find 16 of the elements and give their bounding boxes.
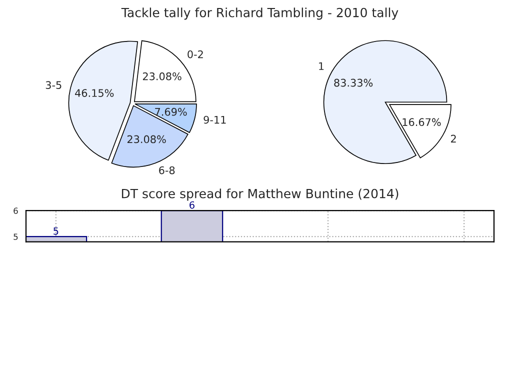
- data-label: 23.08%: [127, 135, 166, 144]
- data-label: 16.67%: [402, 118, 441, 126]
- data-label: 7.69%: [155, 108, 187, 116]
- slice-label: 9-11: [204, 116, 226, 124]
- data-label: 83.33%: [334, 78, 373, 87]
- data-label: 23.08%: [142, 72, 182, 80]
- slice-label: 1: [319, 62, 324, 70]
- slice-label: 0-2: [188, 50, 203, 58]
- slice-label: 6-8: [159, 166, 175, 174]
- text: Tackle tally for Richard Tambling - 2010 tally: [121, 8, 398, 20]
- slice-label: 3-5: [46, 81, 62, 90]
- chart-title: DT score spread for Matthew Buntine (2014): [122, 188, 398, 201]
- data-label: 5: [54, 227, 58, 235]
- data-label: 6: [190, 201, 194, 209]
- data-label: 46.15%: [75, 89, 114, 97]
- slice-label: 2: [451, 134, 456, 143]
